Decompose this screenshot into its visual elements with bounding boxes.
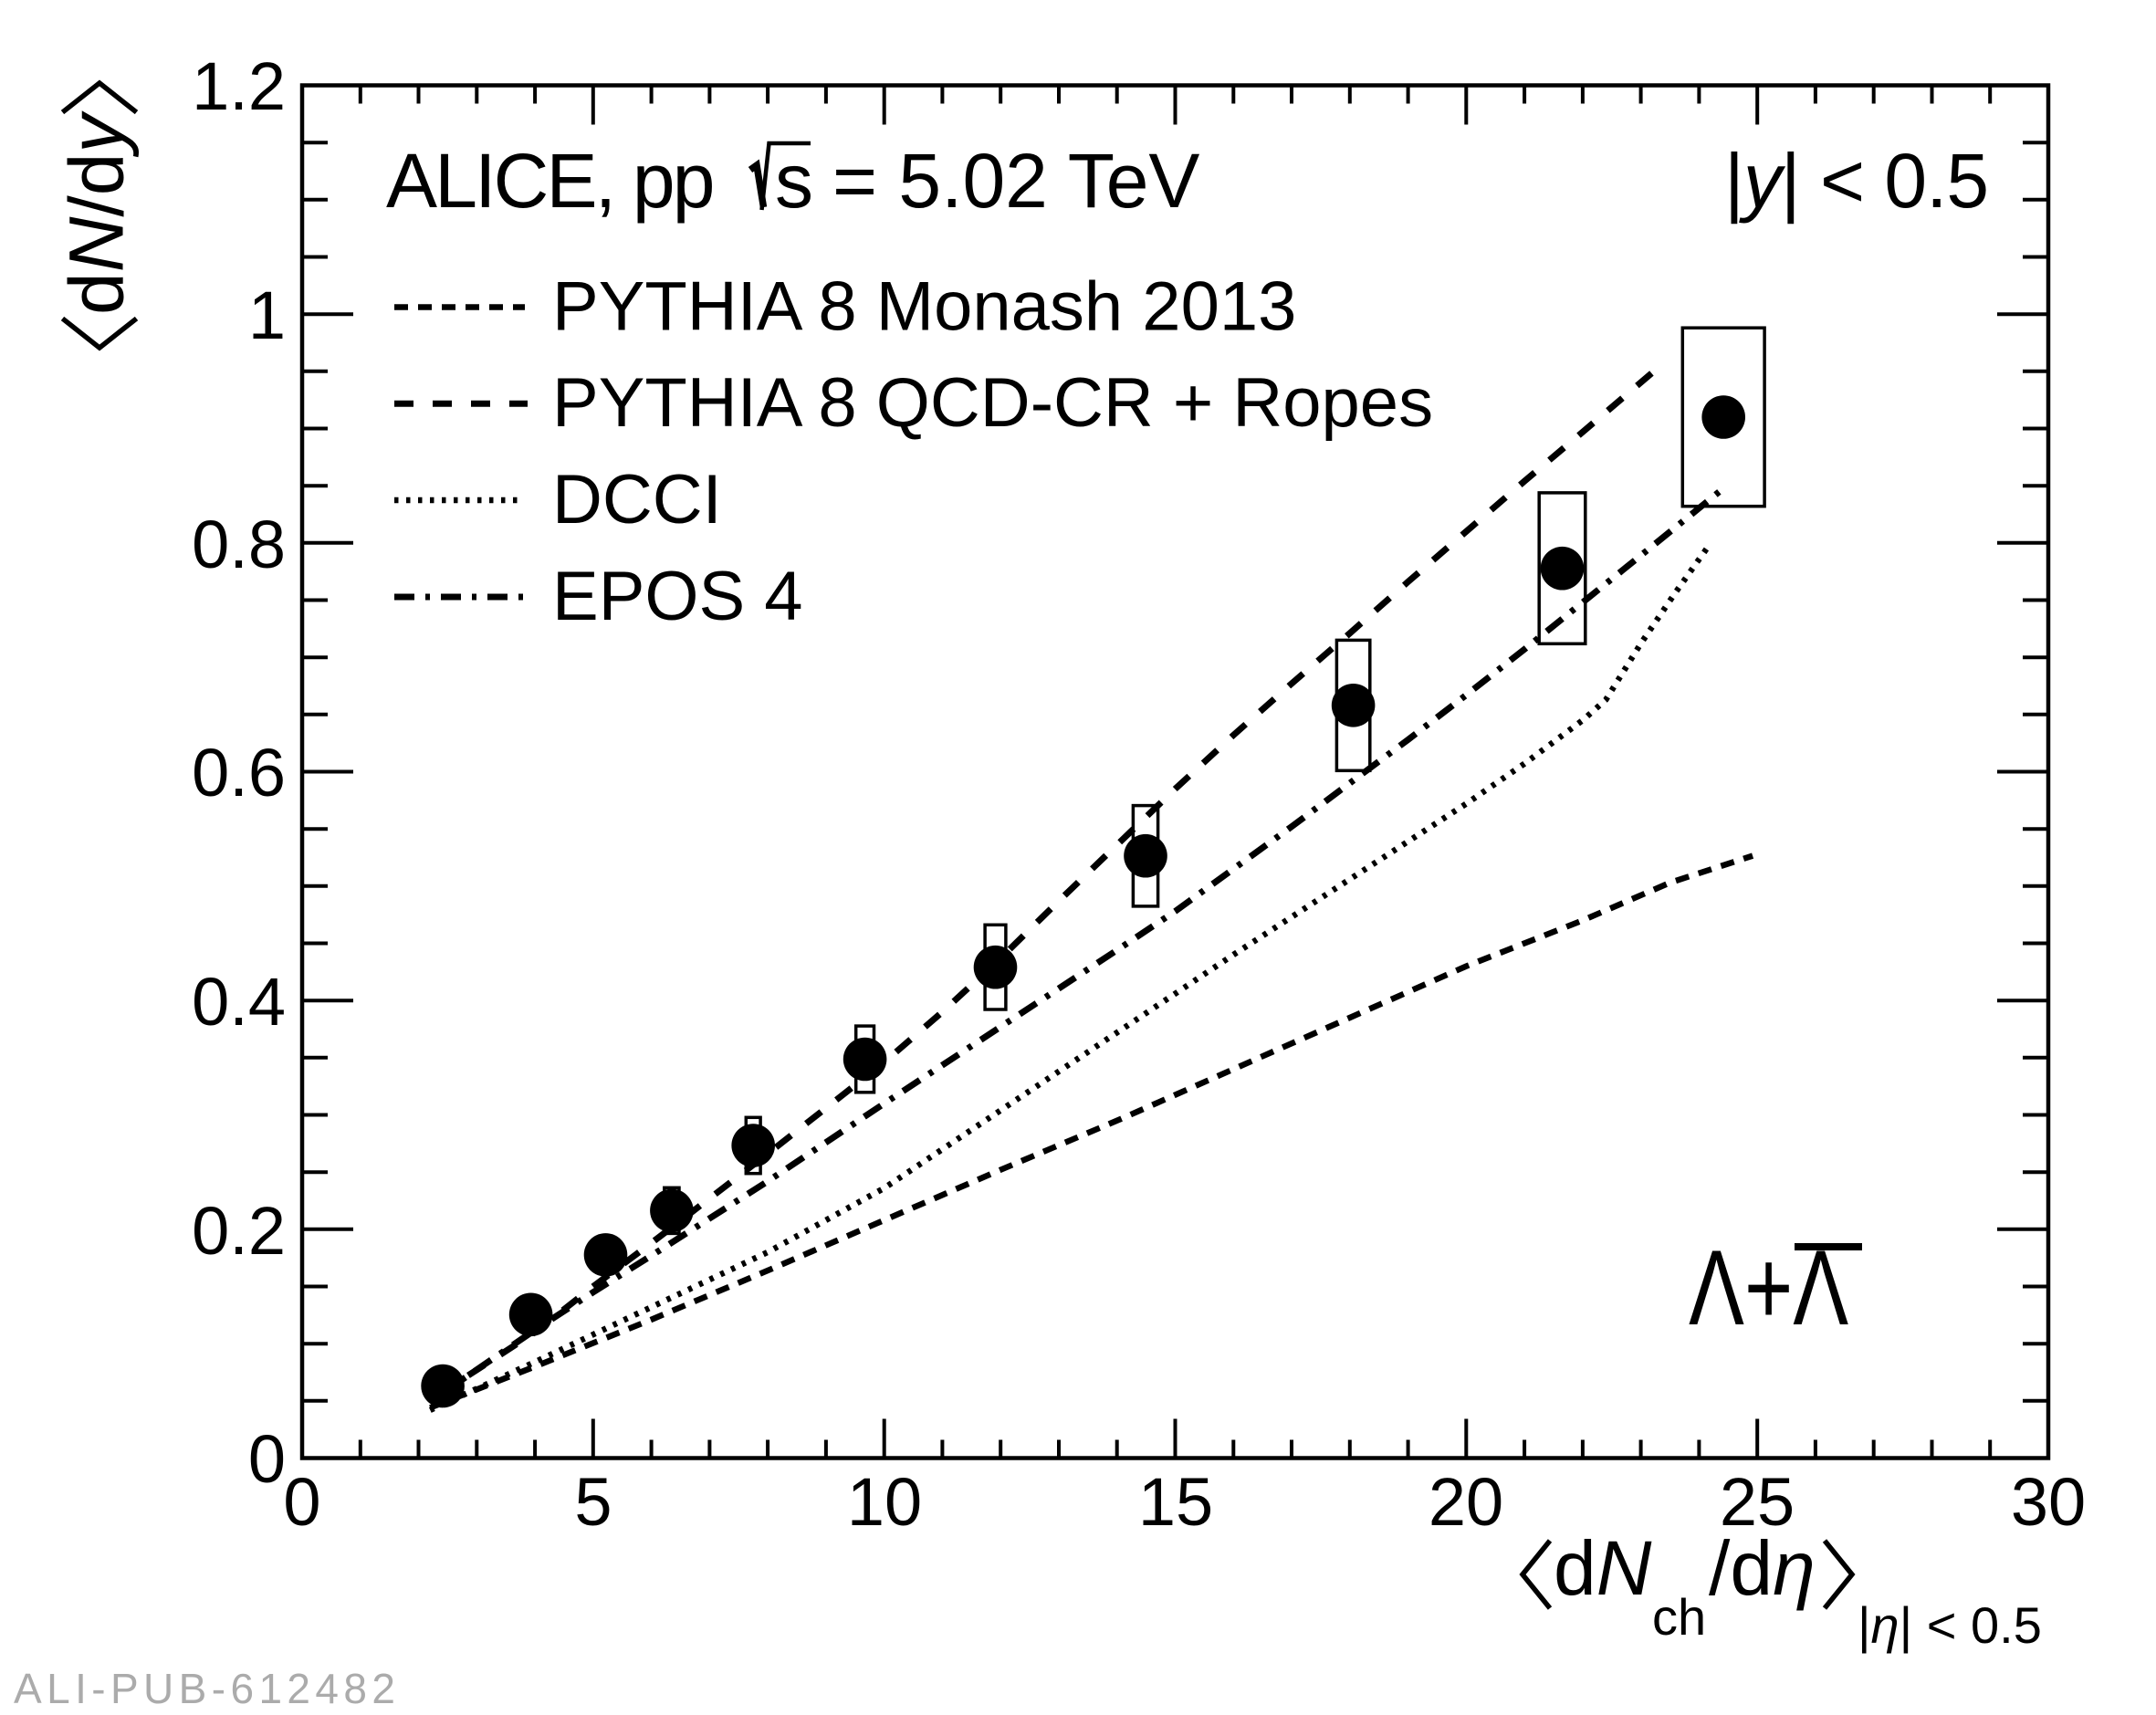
svg-text:0: 0 <box>283 1464 320 1540</box>
svg-text:DCCI: DCCI <box>552 461 722 539</box>
svg-text:20: 20 <box>1429 1464 1503 1540</box>
svg-text:EPOS 4: EPOS 4 <box>552 558 803 635</box>
svg-text:ch: ch <box>1652 1588 1706 1646</box>
svg-text:|y| < 0.5: |y| < 0.5 <box>1724 138 1988 224</box>
svg-text:0.6: 0.6 <box>192 735 286 810</box>
svg-text:PYTHIA 8 QCD-CR + Ropes: PYTHIA 8 QCD-CR + Ropes <box>552 364 1433 442</box>
svg-text:0.8: 0.8 <box>192 507 286 582</box>
svg-text:0: 0 <box>248 1421 286 1497</box>
svg-text:1.2: 1.2 <box>192 48 286 124</box>
svg-text:ALICE, pp: ALICE, pp <box>386 138 713 224</box>
svg-text:15: 15 <box>1138 1464 1213 1540</box>
svg-text:ALI-PUB-612482: ALI-PUB-612482 <box>14 1665 400 1712</box>
svg-text:/dη: /dη <box>1709 1525 1816 1611</box>
svg-text:|η| < 0.5: |η| < 0.5 <box>1858 1596 2042 1654</box>
svg-text:s: s <box>775 138 813 224</box>
svg-text:0.4: 0.4 <box>192 964 286 1040</box>
svg-text:25: 25 <box>1720 1464 1795 1540</box>
svg-text:PYTHIA 8 Monash 2013: PYTHIA 8 Monash 2013 <box>552 268 1296 346</box>
svg-text:10: 10 <box>847 1464 922 1540</box>
svg-text:dN/dy: dN/dy <box>54 110 140 315</box>
svg-text:= 5.02 TeV: = 5.02 TeV <box>832 138 1199 224</box>
svg-text:dN: dN <box>1554 1525 1652 1611</box>
svg-text:30: 30 <box>2011 1464 2086 1540</box>
svg-text:0.2: 0.2 <box>192 1193 286 1269</box>
svg-text:1: 1 <box>248 277 286 353</box>
svg-text:5: 5 <box>574 1464 612 1540</box>
